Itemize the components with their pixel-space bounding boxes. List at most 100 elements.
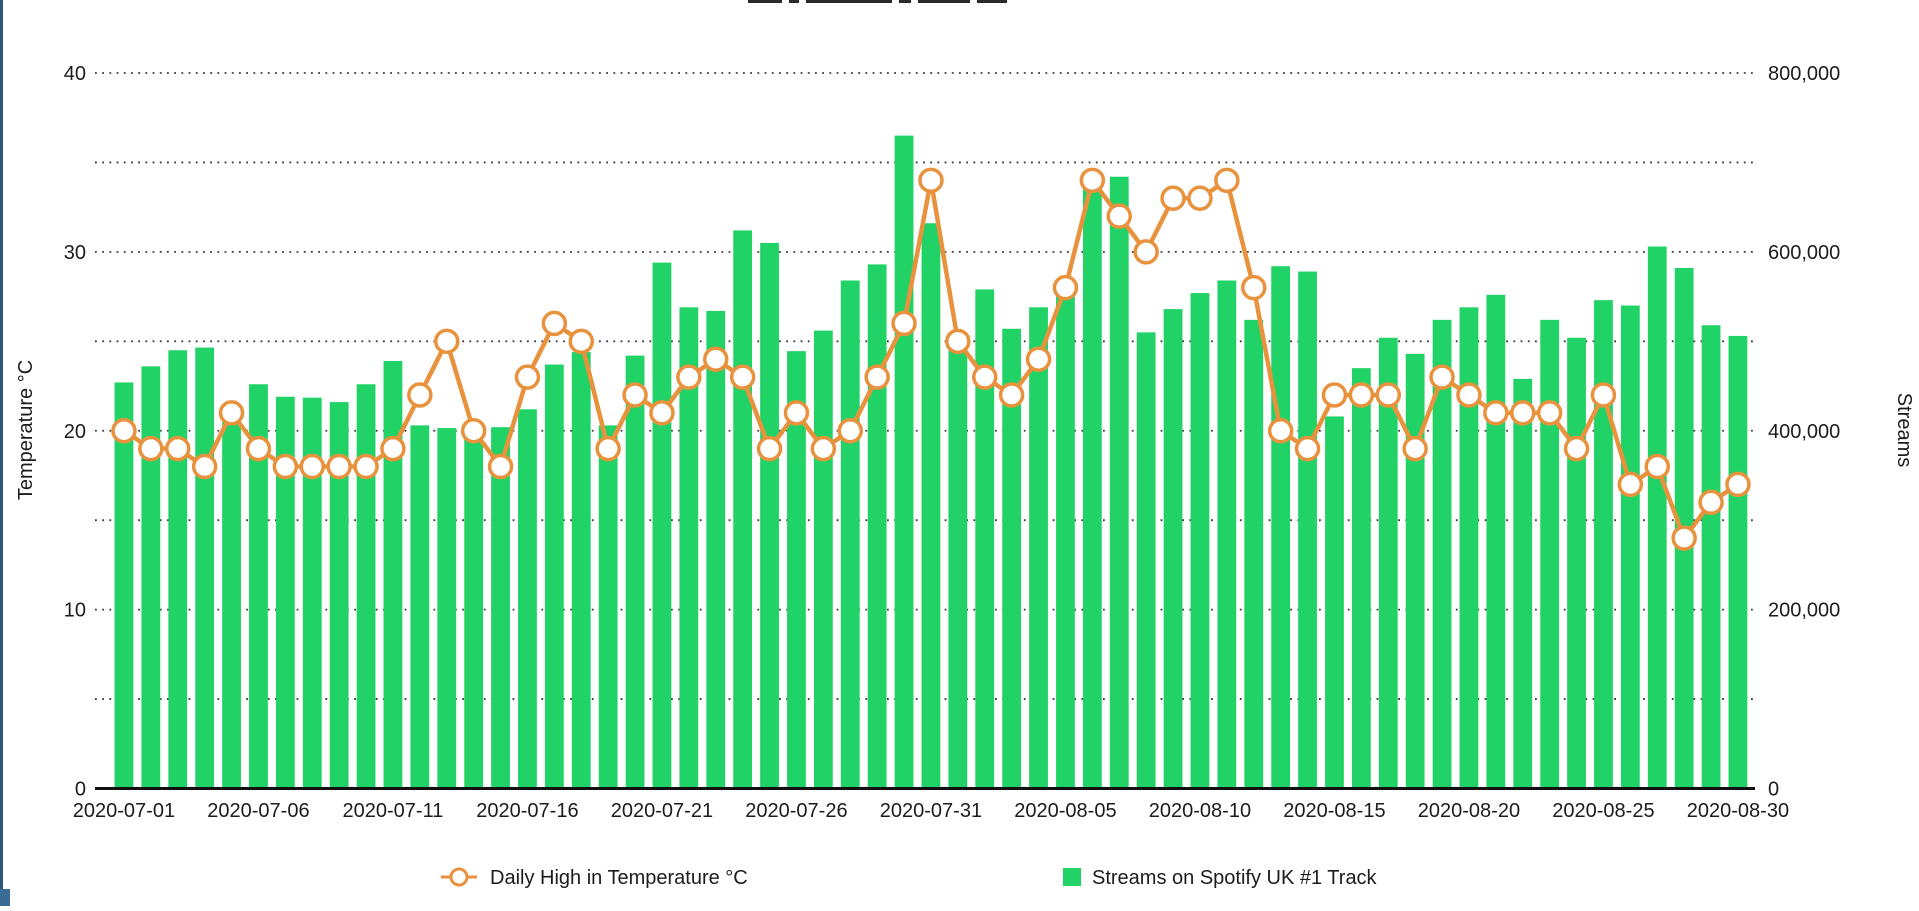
marker-2020-08-16 — [1348, 382, 1375, 408]
bar-2020-07-23 — [706, 310, 726, 789]
bar-2020-07-30 — [894, 135, 914, 789]
right-axis-tick-800,000: 800,000 — [1768, 63, 1840, 85]
bar-2020-08-26 — [1620, 305, 1640, 789]
marker-2020-07-29 — [864, 364, 890, 390]
marker-2020-07-17 — [541, 310, 568, 337]
bar-2020-08-08 — [1136, 332, 1156, 789]
right-axis-tick-200,000: 200,000 — [1768, 600, 1840, 622]
marker-2020-07-12 — [407, 382, 433, 408]
marker-2020-08-15 — [1321, 382, 1348, 408]
bar-2020-07-27 — [813, 330, 833, 789]
marker-2020-07-11 — [380, 435, 406, 462]
x-axis-tick-2020-08-15: 2020-08-15 — [1283, 800, 1385, 822]
bar-2020-07-08 — [302, 397, 322, 789]
marker-2020-08-28 — [1671, 525, 1697, 551]
legend-label-streams: Streams on Spotify UK #1 Track — [1092, 867, 1378, 889]
marker-2020-08-17 — [1375, 382, 1401, 408]
bar-2020-07-31 — [921, 223, 941, 789]
marker-2020-08-05 — [1052, 274, 1079, 301]
x-axis-tick-2020-08-30: 2020-08-30 — [1687, 800, 1789, 822]
marker-2020-07-20 — [622, 382, 648, 408]
marker-2020-07-26 — [783, 400, 810, 426]
right-axis-tick-400,000: 400,000 — [1768, 421, 1840, 443]
legend-swatch-icon — [1063, 868, 1081, 886]
bar-2020-08-15 — [1325, 416, 1344, 789]
left-axis-tick-40: 40 — [64, 63, 86, 85]
bar-2020-08-03 — [1002, 328, 1022, 789]
bar-2020-07-06 — [249, 384, 268, 789]
marker-2020-07-05 — [218, 400, 245, 426]
marker-2020-08-20 — [1456, 382, 1482, 408]
bar-2020-07-25 — [760, 242, 779, 789]
line-series — [111, 167, 1751, 551]
marker-2020-07-24 — [729, 364, 756, 390]
bar-2020-08-09 — [1163, 309, 1183, 789]
bar-2020-08-27 — [1647, 246, 1667, 789]
x-axis-tick-2020-08-05: 2020-08-05 — [1014, 800, 1116, 822]
window-corner-accent — [0, 889, 10, 906]
marker-2020-08-25 — [1590, 382, 1617, 408]
bar-2020-08-14 — [1298, 271, 1317, 789]
bar-2020-08-11 — [1217, 280, 1237, 789]
bar-2020-08-05 — [1056, 293, 1075, 789]
bar-2020-07-15 — [491, 427, 510, 789]
legend-label-temperature: Daily High in Temperature °C — [490, 867, 748, 889]
marker-2020-08-13 — [1267, 418, 1294, 444]
marker-2020-07-10 — [353, 453, 379, 480]
bar-2020-08-30 — [1728, 335, 1748, 789]
window-left-edge — [0, 0, 3, 906]
bar-2020-08-10 — [1190, 293, 1210, 789]
marker-2020-07-21 — [649, 400, 675, 426]
axes — [95, 787, 1755, 790]
bar-2020-08-29 — [1701, 325, 1721, 789]
x-axis-tick-2020-08-20: 2020-08-20 — [1418, 800, 1520, 822]
marker-2020-08-07 — [1106, 203, 1132, 229]
x-axis-line — [95, 787, 1755, 790]
marker-2020-08-21 — [1483, 400, 1509, 426]
bar-2020-07-19 — [598, 425, 618, 789]
marker-2020-08-24 — [1563, 435, 1590, 462]
marker-2020-07-18 — [568, 328, 594, 355]
marker-2020-07-02 — [138, 435, 164, 462]
marker-2020-07-23 — [703, 346, 729, 372]
marker-2020-08-03 — [998, 382, 1025, 408]
x-axis-tick-2020-07-16: 2020-07-16 — [476, 800, 578, 822]
marker-2020-08-08 — [1133, 239, 1159, 265]
marker-2020-07-09 — [326, 453, 352, 480]
axis-labels: 0 10 20 30 40 0 200,000 400,000 600,000 800,000 20… — [15, 63, 1915, 822]
legend-marker-icon — [449, 867, 469, 887]
bar-2020-08-21 — [1486, 294, 1506, 789]
x-axis-tick-2020-07-31: 2020-07-31 — [880, 800, 982, 822]
marker-2020-08-29 — [1698, 489, 1724, 516]
marker-2020-08-10 — [1187, 185, 1213, 211]
marker-2020-07-08 — [299, 453, 325, 480]
marker-2020-08-04 — [1025, 346, 1052, 372]
bar-2020-08-24 — [1567, 337, 1586, 789]
bar-2020-07-20 — [625, 355, 645, 789]
x-axis-tick-2020-07-21: 2020-07-21 — [611, 800, 713, 822]
bar-2020-07-17 — [544, 364, 564, 789]
marker-2020-08-01 — [945, 328, 971, 355]
bar-2020-08-13 — [1271, 266, 1291, 789]
bar-2020-08-16 — [1351, 368, 1371, 789]
marker-2020-07-22 — [676, 364, 702, 390]
marker-2020-08-27 — [1644, 453, 1670, 480]
bar-2020-08-17 — [1378, 337, 1398, 789]
bar-2020-07-12 — [410, 425, 430, 789]
marker-2020-07-16 — [514, 364, 541, 390]
bar-2020-08-01 — [948, 335, 968, 789]
marker-2020-08-23 — [1536, 400, 1563, 426]
bar-2020-08-07 — [1109, 176, 1129, 789]
marker-2020-08-02 — [972, 364, 998, 390]
x-axis-tick-2020-07-26: 2020-07-26 — [745, 800, 847, 822]
bar-2020-07-07 — [275, 396, 295, 789]
bar-2020-08-23 — [1540, 319, 1560, 789]
right-axis-tick-600,000: 600,000 — [1768, 242, 1840, 264]
bar-2020-07-01 — [114, 382, 134, 789]
bar-2020-07-11 — [383, 360, 403, 789]
bar-2020-07-22 — [679, 307, 699, 789]
left-axis-title: Temperature °C — [15, 360, 37, 500]
marker-2020-08-11 — [1214, 167, 1240, 194]
